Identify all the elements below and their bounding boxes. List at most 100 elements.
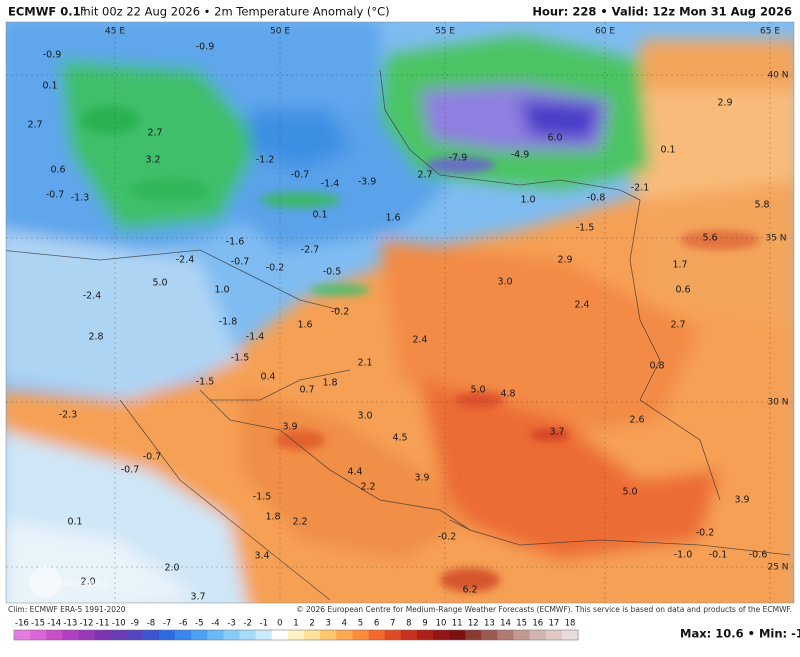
anomaly-label: -0.2 [331,307,350,318]
anomaly-label: -2.4 [83,291,102,302]
colorbar-label: 6 [374,619,379,629]
grid-label: 25 N [767,563,788,573]
grid-label: 65 E [760,27,780,37]
grid-label: 50 E [270,27,290,37]
anomaly-label: 5.6 [702,233,717,244]
colorbar-swatch [529,630,547,640]
colorbar-swatch [497,630,514,640]
colorbar-swatch [78,630,95,640]
colorbar-label: 11 [452,619,463,629]
anomaly-label: 4.5 [392,433,407,444]
map-field: 45 E 50 E 55 E 60 E 65 E 40 N 35 N 30 N 25 N -0.9… [6,22,794,603]
anomaly-label: 2.4 [574,300,589,311]
colorbar-label: -4 [211,619,219,629]
anomaly-label: 6.2 [462,585,477,596]
colorbar-frame [13,629,579,641]
colorbar: -16 -15 -14 -13 -12 -11 -10 -9 -8 -7 -6 -5 -4 -3 -2 -1 0… [13,619,579,641]
colorbar-label: 2 [309,619,314,629]
colorbar-swatch [255,630,273,640]
colorbar-label: 0 [277,619,282,629]
colorbar-label: 9 [422,619,427,629]
anomaly-label: 0.1 [67,517,82,528]
anomaly-label: 3.4 [254,551,269,562]
colorbar-label: 1 [293,619,298,629]
colorbar-swatch [207,630,224,640]
anomaly-label: 2.0 [80,577,95,588]
anomaly-label: -7.9 [449,153,468,164]
anomaly-label: -1.2 [256,155,275,166]
anomaly-label: 0.1 [312,210,327,221]
colorbar-label: 16 [532,619,543,629]
anomaly-label: 3.9 [734,495,749,506]
anomaly-label: 3.2 [145,155,160,166]
anomaly-label: -0.5 [323,267,342,278]
anomaly-label: 0.6 [675,285,690,296]
colorbar-swatch [433,630,450,640]
anomaly-label: -1.4 [246,332,265,343]
anomaly-label: 2.7 [417,170,432,181]
anomaly-label: -0.9 [196,42,215,53]
colorbar-swatch [481,630,498,640]
anomaly-label: -1.3 [71,193,90,204]
colorbar-swatch [110,630,128,640]
colorbar-label: 13 [484,619,495,629]
grid-label: 40 N [767,71,788,81]
colorbar-swatch [449,630,466,640]
grid-label: 45 E [105,27,125,37]
anomaly-label: 3.9 [282,422,297,433]
colorbar-swatch [352,630,369,640]
anomaly-label: -0.7 [231,257,250,268]
colorbar-label: -9 [131,619,139,629]
anomaly-label: 0.8 [649,361,664,372]
anomaly-label: -1.8 [219,317,238,328]
anomaly-label: -4.9 [511,150,530,161]
colorbar-swatch [175,630,192,640]
colorbar-swatch [94,630,111,640]
colorbar-label: 12 [468,619,479,629]
anomaly-label: 3.7 [549,427,564,438]
anomaly-label: 4.8 [500,389,515,400]
anomaly-label: 0.1 [660,145,675,156]
max-min: Max: 10.6 • Min: -13.9 [680,627,800,641]
copyright: © 2026 European Centre for Medium-Range … [296,605,792,614]
colorbar-swatch [465,630,482,640]
colorbar-label: -7 [163,619,171,629]
anomaly-label: 1.0 [214,285,229,296]
colorbar-label: 8 [406,619,411,629]
anomaly-label: -1.6 [226,237,245,248]
colorbar-label: 3 [326,619,331,629]
anomaly-label: -1.5 [231,353,250,364]
anomaly-label: -0.7 [143,452,162,463]
anomaly-label: 2.7 [27,120,42,131]
colorbar-label: -11 [96,619,110,629]
anomaly-label: -1.4 [321,179,340,190]
colorbar-swatch [368,630,385,640]
title: Init 00z 22 Aug 2026 • 2m Temperature An… [80,5,390,19]
anomaly-label: -0.2 [266,263,285,274]
anomaly-label: -0.7 [46,190,65,201]
anomaly-label: 2.9 [557,255,572,266]
colorbar-label: 4 [342,619,347,629]
valid-time: Hour: 228 • Valid: 12z Mon 31 Aug 2026 [532,5,792,19]
watermark: WEATHERBELL [50,580,109,589]
anomaly-label: -2.7 [301,245,320,256]
anomaly-label: -3.9 [358,177,377,188]
colorbar-label: -8 [147,619,155,629]
anomaly-label: 2.8 [88,332,103,343]
colorbar-swatch [561,630,579,640]
colorbar-label: -6 [179,619,187,629]
colorbar-label: 15 [516,619,527,629]
colorbar-swatch [336,630,353,640]
colorbar-swatch [416,630,434,640]
anomaly-label: 5.8 [754,200,769,211]
colorbar-swatch [159,630,176,640]
colorbar-label: -1 [260,619,268,629]
anomaly-label: -1.5 [253,492,272,503]
anomaly-label: 1.8 [265,512,280,523]
anomaly-label: -0.9 [43,50,62,61]
anomaly-label: -1.0 [674,550,693,561]
colorbar-swatch [46,630,63,640]
anomaly-label: 5.0 [152,278,167,289]
anomaly-label: -0.7 [121,465,140,476]
colorbar-label: 17 [548,619,559,629]
